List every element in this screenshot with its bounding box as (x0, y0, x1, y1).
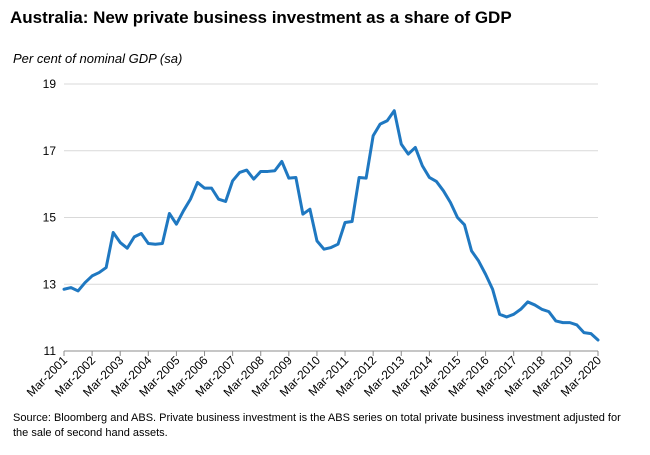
chart-title: Australia: New private business investme… (10, 8, 512, 27)
source-note: Source: Bloomberg and ABS. Private busin… (13, 412, 621, 439)
y-tick-label: 15 (43, 211, 57, 225)
y-tick-label: 13 (43, 277, 57, 291)
series-line (62, 109, 600, 342)
y-axis-label: Per cent of nominal GDP (sa) (13, 51, 183, 66)
y-tick-label: 11 (44, 344, 57, 358)
y-tick-label: 19 (43, 77, 57, 91)
y-tick-label: 17 (43, 144, 57, 158)
